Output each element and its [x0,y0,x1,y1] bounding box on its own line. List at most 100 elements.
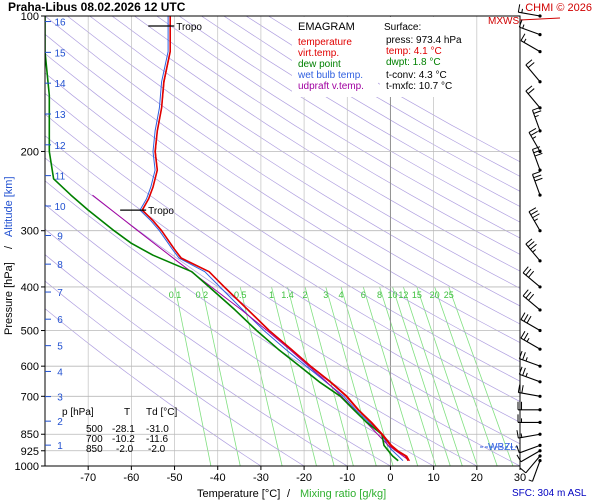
wind-barb-base [538,285,542,289]
wind-barb-flag [534,177,543,182]
surface-title: Surface: [384,22,421,33]
legend-item-temperature: temperature [298,37,352,48]
mixing-ratio-label: 0.2 [196,290,209,300]
tropopause-markers: Tropo Tropo [120,22,202,217]
surface-info: Surface: press: 973.4 hPa temp: 4.1 °C d… [380,17,468,97]
mixing-ratio-label: 25 [444,290,454,300]
wind-barb-flag [518,366,523,375]
altitude-tick-label: 16 [54,18,66,29]
x-label-temperature: Temperature [°C] [197,488,280,500]
dry-adiabat [45,92,520,402]
y-tick-label: 700 [21,391,39,403]
wind-barb-flag [523,332,529,341]
y-tick-label: 850 [21,429,39,441]
wind-barb-base [538,14,542,18]
wind-barb-flag [527,241,535,248]
altitude-tick-label: 8 [57,260,63,271]
mixing-ratio-label: 3 [323,290,328,300]
dry-adiabat [201,16,520,207]
altitude-tick-label: 13 [54,110,66,121]
wind-barb-flag [533,110,542,114]
wind-barb-base [538,449,542,453]
y-tick-label: 400 [21,282,39,294]
table-cell: -28.1 [112,424,135,435]
wind-barb-flag [521,385,524,394]
surface-tconv: t-conv: 4.3 °C [386,70,447,81]
wind-barb-half-flag [532,136,537,139]
sfc-label: SFC: 304 m ASL [512,488,587,499]
wind-barb-staff [525,243,541,262]
wind-barb-base [538,328,542,333]
wind-barb-flag [525,85,533,92]
mixing-ratio-label: 10 [388,290,398,300]
x-label-sep: / [287,488,291,500]
legend-item-dew-point: dew point [298,59,341,70]
wind-barb-half-flag [534,114,539,118]
mixing-ratio-line [304,286,354,466]
wind-barb-flag [527,62,535,68]
table-header-t: T [124,407,130,418]
wind-barb-staff [528,211,541,231]
wind-barb-base [538,259,542,263]
table-cell: 700 [86,434,103,445]
altitude-tick-label: 6 [57,315,63,326]
mxws-label: MXWS [488,16,519,27]
legend-item-virt-temp: virt.temp. [298,48,339,59]
table-cell: 850 [86,444,103,455]
x-tick-label: -50 [167,472,183,484]
y-tick-label: 100 [21,11,39,23]
mixing-ratio-lines [174,286,514,466]
dry-adiabat [45,53,520,363]
mxws-line [519,17,561,21]
wind-barb-base [538,394,542,398]
wind-barb-base [538,364,542,368]
table-cell: -2.0 [116,444,134,455]
surface-press: press: 973.4 hPa [386,35,462,46]
mixing-ratio-line [416,286,478,466]
y-label-altitude: Altitude [km] [3,176,15,237]
dry-adiabat [134,16,520,255]
wind-barb-flag [525,268,532,276]
wind-barb-flag [518,19,523,28]
dry-adiabat [178,16,520,223]
mixing-ratio-label: 4 [339,290,344,300]
x-tick-label: 10 [428,472,440,484]
mixing-ratio-line [325,286,377,466]
wind-barb-staff [531,460,541,482]
wind-barb-half-flag [522,24,525,29]
y-tick-label: 600 [21,361,39,373]
mixing-ratio-line [174,286,212,466]
wind-barb-flag [530,210,538,216]
mixing-ratio-line [448,286,514,466]
wind-barb-flag [528,127,537,133]
altitude-tick-label: 12 [54,141,66,152]
wind-barb-flag [520,33,526,41]
altitude-tick-label: 2 [57,417,63,428]
wind-barb-staff [520,450,541,463]
y-tick-label: 1000 [15,461,39,473]
legend-item-updraft: udpraft v.temp. [298,81,364,92]
wind-barb-flag [528,270,535,278]
altitude-tick-label: 7 [57,288,63,299]
wind-barb-half-flag [528,479,533,482]
x-tick-label: -30 [253,472,269,484]
mixing-ratio-line [201,286,241,466]
altitude-tick-label: 4 [57,367,63,378]
wind-barb-flag [516,445,520,454]
altitude-tick-label: 1 [57,441,63,452]
wind-barb-staff [525,455,541,474]
wind-barb-base [538,454,542,458]
table-cell: -2.0 [148,444,166,455]
mixing-ratio-line [379,286,437,466]
dry-adiabat [45,16,520,325]
y-label-sep: / [3,245,15,249]
mixing-ratio-line [287,286,335,466]
wind-barb-base [538,149,542,154]
wind-barb-half-flag [526,337,530,342]
wind-barb-base [538,106,542,110]
wind-barb-base [538,347,542,351]
wind-barb-base [538,193,542,197]
x-tick-label: -20 [296,472,312,484]
wind-barb-staff [525,90,541,109]
